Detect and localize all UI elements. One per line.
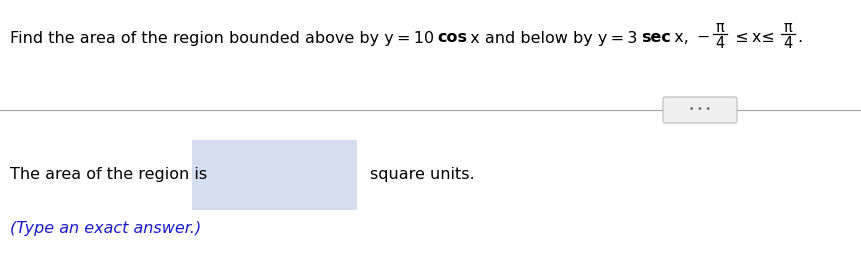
- Text: sec: sec: [641, 30, 670, 46]
- Text: • • •: • • •: [688, 106, 710, 114]
- FancyBboxPatch shape: [662, 97, 736, 123]
- Text: 4: 4: [715, 36, 724, 52]
- Text: 4: 4: [783, 36, 792, 52]
- Text: square units.: square units.: [369, 167, 474, 183]
- Text: The area of the region is: The area of the region is: [10, 167, 207, 183]
- Text: x and below by y = 3: x and below by y = 3: [467, 30, 641, 46]
- Text: ≤ x≤: ≤ x≤: [731, 30, 777, 46]
- Text: cos: cos: [437, 30, 467, 46]
- Text: π: π: [783, 19, 791, 35]
- Text: .: .: [796, 30, 802, 46]
- Text: (Type an exact answer.): (Type an exact answer.): [10, 221, 201, 236]
- Bar: [192, 140, 356, 210]
- Text: π: π: [715, 19, 723, 35]
- Text: Find the area of the region bounded above by y = 10: Find the area of the region bounded abov…: [10, 30, 437, 46]
- Text: x, −: x, −: [670, 30, 709, 46]
